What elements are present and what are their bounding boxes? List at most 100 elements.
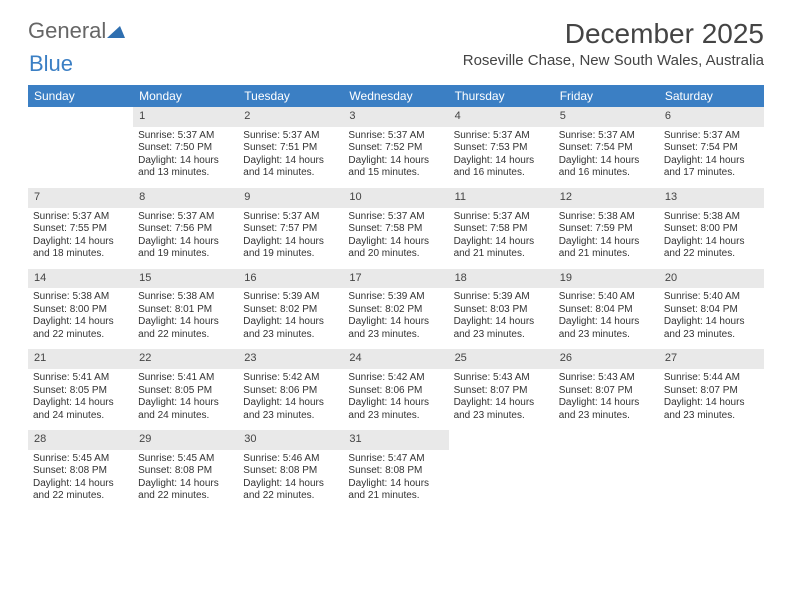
day-body: Sunrise: 5:40 AMSunset: 8:04 PMDaylight:… <box>659 288 764 349</box>
day-body: Sunrise: 5:37 AMSunset: 7:55 PMDaylight:… <box>28 208 133 269</box>
day-body: Sunrise: 5:37 AMSunset: 7:58 PMDaylight:… <box>343 208 448 269</box>
day-info-line: Daylight: 14 hours <box>138 316 233 329</box>
day-body: Sunrise: 5:37 AMSunset: 7:54 PMDaylight:… <box>659 127 764 188</box>
calendar-day-cell: 14Sunrise: 5:38 AMSunset: 8:00 PMDayligh… <box>28 269 133 350</box>
day-info-line: and 21 minutes. <box>559 248 654 261</box>
calendar-day-cell: 15Sunrise: 5:38 AMSunset: 8:01 PMDayligh… <box>133 269 238 350</box>
day-info-line: and 22 minutes. <box>33 329 128 342</box>
calendar-day-cell: 21Sunrise: 5:41 AMSunset: 8:05 PMDayligh… <box>28 349 133 430</box>
day-info-line: Sunset: 7:54 PM <box>559 142 654 155</box>
day-info-line: Sunset: 8:08 PM <box>243 465 338 478</box>
day-info-line: and 19 minutes. <box>138 248 233 261</box>
day-info-line: Daylight: 14 hours <box>454 397 549 410</box>
day-number: 12 <box>554 188 659 208</box>
day-info-line: Sunset: 8:00 PM <box>664 223 759 236</box>
weekday-header: Friday <box>554 85 659 107</box>
day-number: 11 <box>449 188 554 208</box>
day-info-line: Daylight: 14 hours <box>243 236 338 249</box>
calendar-day-cell: 27Sunrise: 5:44 AMSunset: 8:07 PMDayligh… <box>659 349 764 430</box>
calendar-day-cell: 5Sunrise: 5:37 AMSunset: 7:54 PMDaylight… <box>554 107 659 188</box>
day-body: Sunrise: 5:45 AMSunset: 8:08 PMDaylight:… <box>28 450 133 511</box>
day-info-line: Daylight: 14 hours <box>138 397 233 410</box>
day-body: Sunrise: 5:37 AMSunset: 7:58 PMDaylight:… <box>449 208 554 269</box>
day-info-line: Daylight: 14 hours <box>138 155 233 168</box>
calendar-day-cell: 29Sunrise: 5:45 AMSunset: 8:08 PMDayligh… <box>133 430 238 511</box>
day-number: 19 <box>554 269 659 289</box>
calendar-day-cell: 6Sunrise: 5:37 AMSunset: 7:54 PMDaylight… <box>659 107 764 188</box>
day-info-line: Sunset: 7:59 PM <box>559 223 654 236</box>
day-info-line: Sunrise: 5:45 AM <box>138 453 233 466</box>
day-body <box>449 436 554 496</box>
day-info-line: Daylight: 14 hours <box>243 155 338 168</box>
day-info-line: Daylight: 14 hours <box>664 316 759 329</box>
day-info-line: Daylight: 14 hours <box>348 316 443 329</box>
day-info-line: Daylight: 14 hours <box>348 397 443 410</box>
day-info-line: Sunrise: 5:37 AM <box>348 130 443 143</box>
day-info-line: Sunset: 8:08 PM <box>33 465 128 478</box>
day-info-line: and 19 minutes. <box>243 248 338 261</box>
day-number: 23 <box>238 349 343 369</box>
day-info-line: Sunrise: 5:39 AM <box>348 291 443 304</box>
calendar-day-cell: 31Sunrise: 5:47 AMSunset: 8:08 PMDayligh… <box>343 430 448 511</box>
day-info-line: Sunrise: 5:37 AM <box>138 211 233 224</box>
day-info-line: Sunrise: 5:37 AM <box>243 211 338 224</box>
day-info-line: Daylight: 14 hours <box>348 155 443 168</box>
day-body: Sunrise: 5:37 AMSunset: 7:56 PMDaylight:… <box>133 208 238 269</box>
calendar-day-cell <box>449 430 554 511</box>
day-body: Sunrise: 5:46 AMSunset: 8:08 PMDaylight:… <box>238 450 343 511</box>
day-body: Sunrise: 5:37 AMSunset: 7:57 PMDaylight:… <box>238 208 343 269</box>
day-info-line: Daylight: 14 hours <box>348 478 443 491</box>
calendar-week-row: 28Sunrise: 5:45 AMSunset: 8:08 PMDayligh… <box>28 430 764 511</box>
day-info-line: Sunset: 7:54 PM <box>664 142 759 155</box>
day-info-line: and 22 minutes. <box>243 490 338 503</box>
day-info-line: Daylight: 14 hours <box>243 478 338 491</box>
day-info-line: and 15 minutes. <box>348 167 443 180</box>
day-info-line: Sunset: 8:08 PM <box>348 465 443 478</box>
day-info-line: and 21 minutes. <box>454 248 549 261</box>
day-info-line: Daylight: 14 hours <box>243 316 338 329</box>
day-body <box>659 436 764 496</box>
day-info-line: Sunrise: 5:43 AM <box>559 372 654 385</box>
day-info-line: Sunrise: 5:39 AM <box>243 291 338 304</box>
calendar-day-cell: 3Sunrise: 5:37 AMSunset: 7:52 PMDaylight… <box>343 107 448 188</box>
day-info-line: and 23 minutes. <box>664 410 759 423</box>
day-number: 21 <box>28 349 133 369</box>
day-number: 7 <box>28 188 133 208</box>
day-info-line: Sunrise: 5:39 AM <box>454 291 549 304</box>
weekday-header: Sunday <box>28 85 133 107</box>
day-info-line: Sunset: 8:03 PM <box>454 304 549 317</box>
day-info-line: Sunset: 8:05 PM <box>138 385 233 398</box>
calendar-day-cell <box>554 430 659 511</box>
day-info-line: and 16 minutes. <box>454 167 549 180</box>
day-number: 31 <box>343 430 448 450</box>
calendar-day-cell: 18Sunrise: 5:39 AMSunset: 8:03 PMDayligh… <box>449 269 554 350</box>
day-body: Sunrise: 5:39 AMSunset: 8:02 PMDaylight:… <box>343 288 448 349</box>
day-number: 2 <box>238 107 343 127</box>
day-number: 16 <box>238 269 343 289</box>
calendar-day-cell: 16Sunrise: 5:39 AMSunset: 8:02 PMDayligh… <box>238 269 343 350</box>
day-info-line: Sunset: 8:06 PM <box>348 385 443 398</box>
day-info-line: Sunset: 7:55 PM <box>33 223 128 236</box>
day-number: 17 <box>343 269 448 289</box>
day-number: 18 <box>449 269 554 289</box>
calendar-day-cell: 28Sunrise: 5:45 AMSunset: 8:08 PMDayligh… <box>28 430 133 511</box>
day-info-line: Sunset: 8:05 PM <box>33 385 128 398</box>
day-info-line: and 20 minutes. <box>348 248 443 261</box>
day-body: Sunrise: 5:47 AMSunset: 8:08 PMDaylight:… <box>343 450 448 511</box>
month-title: December 2025 <box>463 18 764 50</box>
day-info-line: Daylight: 14 hours <box>138 478 233 491</box>
day-info-line: Sunset: 8:04 PM <box>559 304 654 317</box>
day-info-line: Sunset: 8:01 PM <box>138 304 233 317</box>
day-body: Sunrise: 5:37 AMSunset: 7:51 PMDaylight:… <box>238 127 343 188</box>
day-body: Sunrise: 5:42 AMSunset: 8:06 PMDaylight:… <box>343 369 448 430</box>
day-info-line: Sunrise: 5:37 AM <box>348 211 443 224</box>
calendar-day-cell: 30Sunrise: 5:46 AMSunset: 8:08 PMDayligh… <box>238 430 343 511</box>
day-info-line: Daylight: 14 hours <box>33 316 128 329</box>
day-info-line: Sunrise: 5:42 AM <box>348 372 443 385</box>
day-body: Sunrise: 5:42 AMSunset: 8:06 PMDaylight:… <box>238 369 343 430</box>
day-number: 9 <box>238 188 343 208</box>
calendar-head: Sunday Monday Tuesday Wednesday Thursday… <box>28 85 764 107</box>
day-body <box>554 436 659 496</box>
brand-part2: Blue <box>29 51 73 76</box>
day-info-line: Sunrise: 5:38 AM <box>33 291 128 304</box>
